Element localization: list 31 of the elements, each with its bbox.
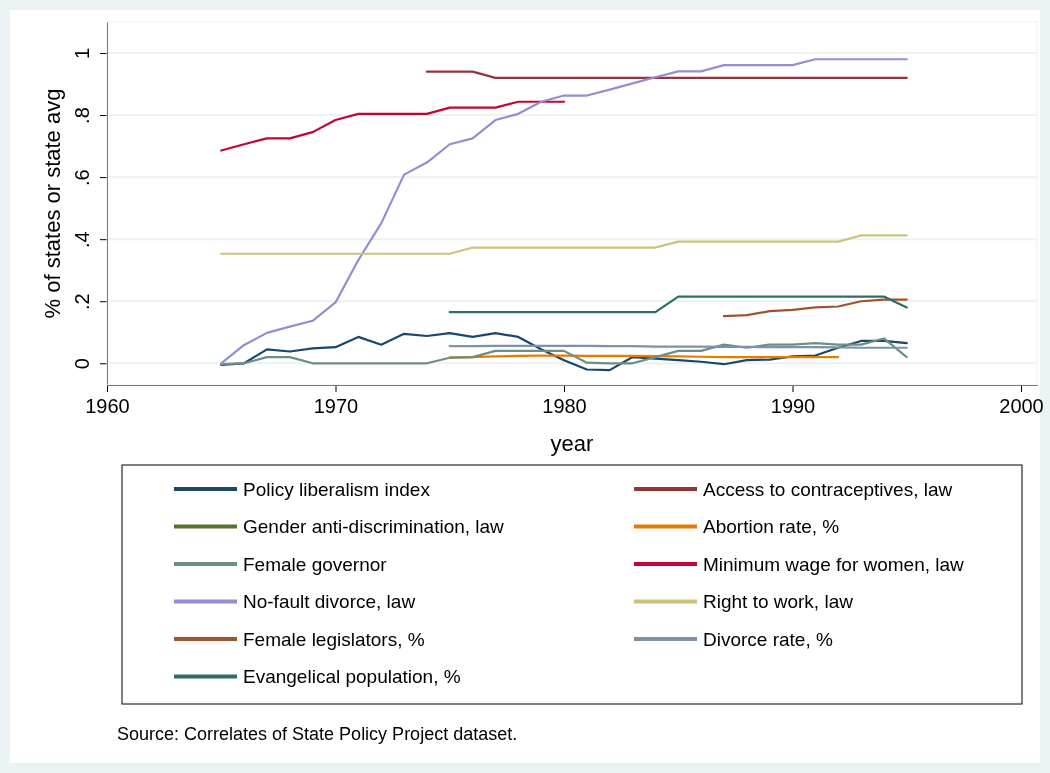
line-series — [220, 332, 908, 372]
line-series — [722, 298, 908, 318]
legend-label: Policy liberalism index — [243, 478, 431, 500]
x-tick-label: 1960 — [85, 395, 130, 417]
y-tick-label: 1 — [71, 47, 93, 60]
x-tick-label: 1970 — [313, 395, 359, 417]
y-axis-title: % of states or state avg — [40, 88, 65, 319]
line-series — [220, 337, 908, 366]
legend-label: Divorce rate, % — [703, 628, 833, 650]
x-tick-label: 1990 — [770, 395, 816, 417]
line-series — [220, 100, 566, 152]
line-series — [220, 234, 908, 255]
x-tick-label: 1980 — [542, 395, 587, 417]
y-tick-label: .4 — [71, 231, 93, 249]
line-series — [220, 58, 908, 365]
legend-label: Gender anti-discrimination, law — [243, 516, 505, 538]
legend-label: Right to work, law — [703, 591, 854, 613]
legend-label: Female governor — [243, 553, 388, 575]
y-tick-label: .2 — [71, 293, 93, 311]
legend-label: Female legislators, % — [243, 628, 425, 650]
x-tick-label: 2000 — [999, 395, 1044, 417]
y-tick-label: .6 — [71, 169, 93, 186]
legend-label: Abortion rate, % — [703, 516, 840, 538]
y-tick-label: .8 — [71, 107, 93, 124]
source-note: Source: Correlates of State Policy Project dataset. — [117, 724, 518, 744]
legend-label: No-fault divorce, law — [243, 591, 416, 613]
legend-label: Access to contraceptives, law — [703, 478, 953, 500]
legend-label: Evangelical population, % — [243, 666, 461, 688]
legend-label: Minimum wage for women, law — [703, 553, 965, 575]
y-tick-label: 0 — [71, 358, 93, 370]
x-axis-title: year — [550, 431, 594, 456]
